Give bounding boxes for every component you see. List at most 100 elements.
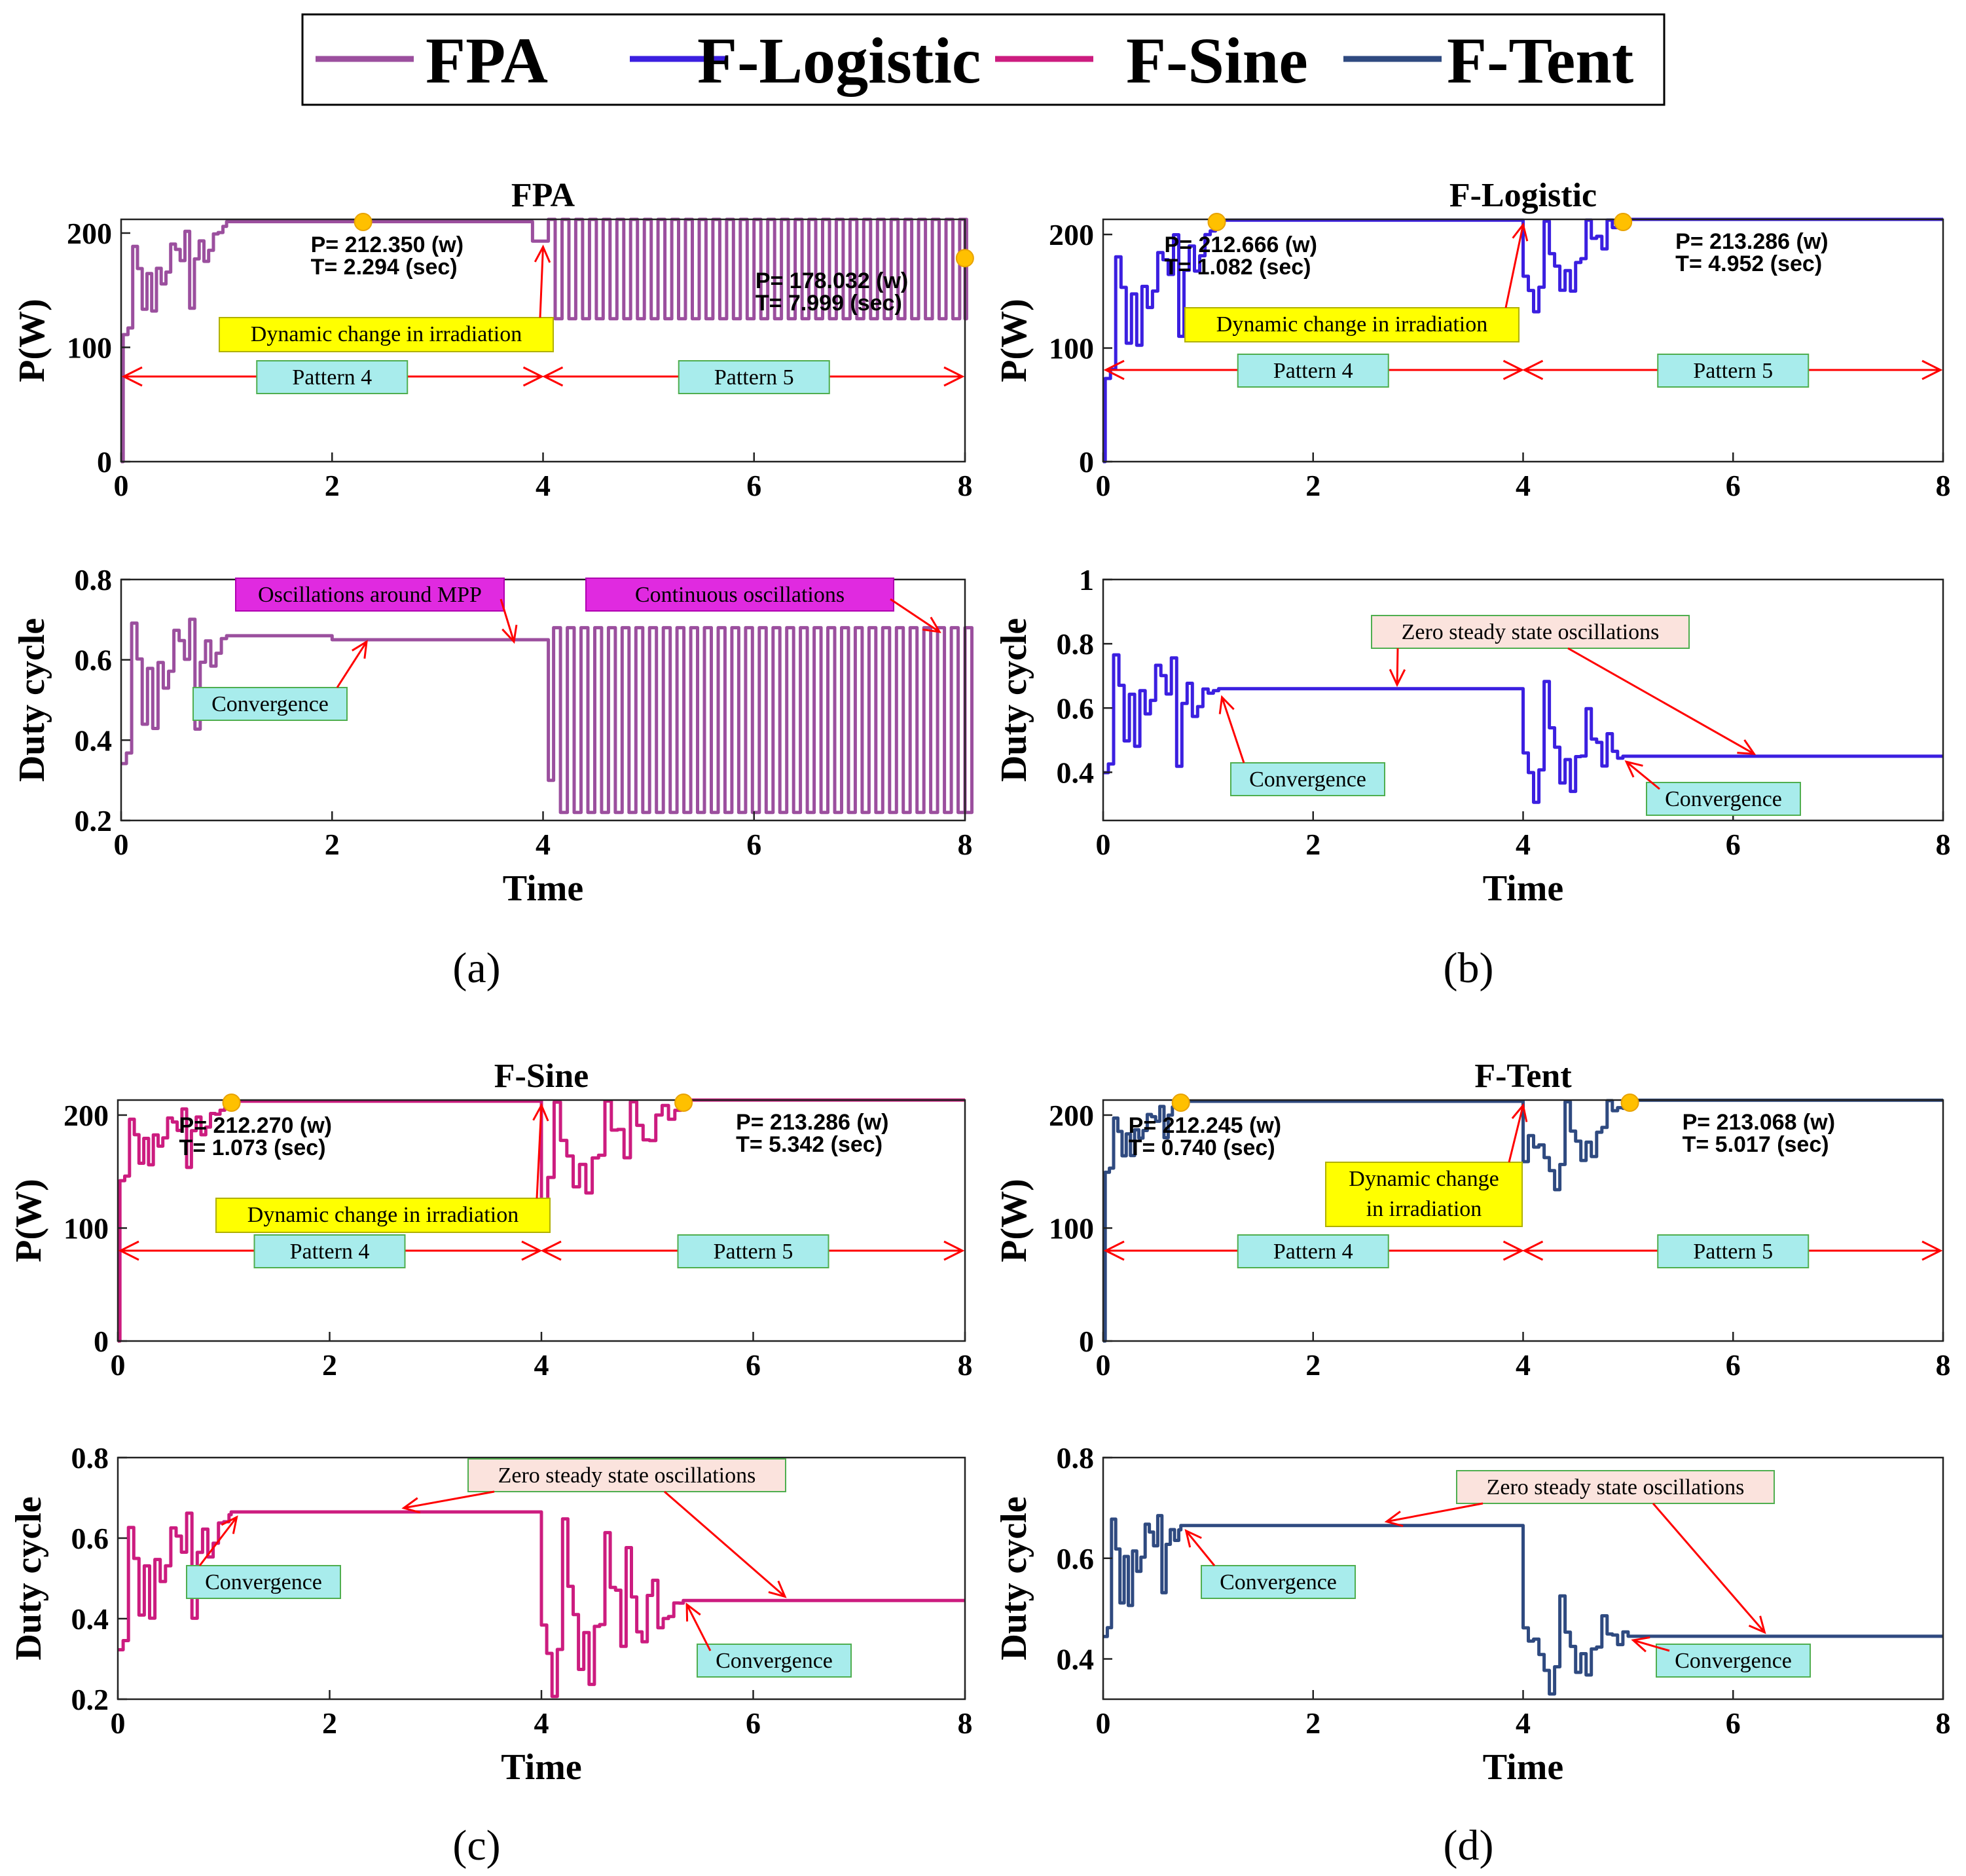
- convergence-note-1-bg: [1201, 1565, 1356, 1599]
- pattern5-label: Pattern 5: [677, 1234, 829, 1268]
- pattern4-label-text: Pattern 4: [292, 365, 372, 390]
- dynamic-change-note: Dynamic change in irradiation: [1325, 1162, 1523, 1227]
- dynamic-change-note-bg: [1325, 1162, 1523, 1227]
- plot-title: F-Logistic: [1449, 177, 1597, 214]
- pattern5-span-head-left: [1522, 1240, 1544, 1261]
- osc-mpp-note: Oscillations around MPP: [235, 578, 505, 612]
- convergence-note-1-text: Convergence: [1220, 1570, 1337, 1594]
- y-tick-label: 0: [1079, 445, 1094, 479]
- y-tick-label: 200: [64, 1099, 109, 1132]
- pattern4-label-text: Pattern 4: [290, 1240, 370, 1264]
- zero-ss-arrow-2: [664, 1490, 787, 1598]
- legend-item-f-sine: F-Sine: [995, 24, 1308, 97]
- y-tick-label: 0.2: [71, 1683, 109, 1716]
- x-tick-label: 2: [322, 1706, 337, 1740]
- convergence-note-2-bg: [1646, 782, 1801, 816]
- legend: FPA F-Logistic F-Sine F-Tent: [301, 13, 1666, 106]
- dynamic-change-note: Dynamic change in irradiation: [215, 1198, 551, 1233]
- convergence-note-bg: [192, 687, 348, 721]
- x-tick-label: 4: [534, 1706, 549, 1740]
- x-tick-label: 4: [1516, 828, 1531, 861]
- x-tick-label: 8: [1936, 828, 1951, 861]
- zero-ss-osc-note-text: Zero steady state oscillations: [498, 1463, 756, 1488]
- legend-label: F-Sine: [1126, 24, 1308, 97]
- pattern5-label-text: Pattern 5: [714, 1240, 793, 1264]
- pattern5-span-head-right: [943, 366, 965, 387]
- x-axis-label: Time: [1483, 868, 1563, 909]
- continuous-osc-note: Continuous oscillations: [585, 578, 894, 612]
- legend-label: FPA: [426, 24, 548, 97]
- panel-caption: (c): [452, 1822, 500, 1869]
- duty-series-line: [1103, 1514, 1943, 1696]
- x-tick-label: 2: [325, 828, 340, 861]
- pattern5-label: Pattern 5: [678, 360, 830, 394]
- x-tick-label: 2: [325, 469, 340, 502]
- y-tick-label: 1: [1079, 563, 1094, 597]
- y-tick-label: 0.4: [75, 724, 113, 757]
- x-tick-label: 8: [958, 1706, 973, 1740]
- zero-ss-osc-note-text: Zero steady state oscillations: [1487, 1475, 1745, 1499]
- x-tick-label: 8: [958, 828, 973, 861]
- converged-marker: [674, 1094, 693, 1112]
- convergence-note-1: Convergence: [1230, 762, 1385, 796]
- pattern5-span-head-right: [943, 1240, 965, 1261]
- osc-mpp-note-bg: [235, 578, 505, 612]
- x-tick-label: 0: [114, 469, 129, 502]
- convergence-note-2: Convergence: [1656, 1644, 1811, 1678]
- plot-title: F-Sine: [494, 1058, 589, 1095]
- converged-marker: [1614, 213, 1633, 231]
- converged-marker: [222, 1094, 241, 1112]
- time-value-label: T= 4.952 (sec): [1675, 251, 1822, 276]
- y-tick-label: 0.6: [1057, 1542, 1095, 1575]
- duty-series-line: [1103, 653, 1943, 804]
- x-tick-label: 4: [536, 469, 551, 502]
- pattern4-span-head-right: [1502, 1240, 1524, 1261]
- y-tick-label: 100: [1049, 1211, 1094, 1245]
- pattern4-label: Pattern 4: [1237, 354, 1389, 388]
- zero-ss-arrow-1: [401, 1490, 495, 1514]
- zero-ss-arrow-2: [1567, 647, 1757, 756]
- y-tick-label: 0.4: [71, 1602, 109, 1636]
- power-value-label: P= 213.286 (w): [736, 1110, 888, 1135]
- zero-ss-osc-note-bg: [467, 1458, 786, 1492]
- zero-ss-osc-note: Zero steady state oscillations: [1371, 615, 1690, 649]
- zero-ss-arrow-1: [1389, 648, 1406, 688]
- time-value-label: T= 5.017 (sec): [1683, 1132, 1829, 1157]
- dynamic-change-arrow: [532, 1103, 549, 1199]
- pattern5-label-text: Pattern 5: [1693, 1240, 1773, 1264]
- y-tick-label: 0: [1079, 1325, 1094, 1358]
- convergence-note-1: Convergence: [1201, 1565, 1356, 1599]
- y-tick-label: 0.8: [1057, 1441, 1095, 1475]
- zero-ss-osc-note: Zero steady state oscillations: [1456, 1470, 1775, 1504]
- power-value-label: P= 212.245 (w): [1129, 1113, 1281, 1138]
- convergence-note-2-bg: [697, 1644, 852, 1678]
- x-tick-label: 8: [958, 469, 973, 502]
- pattern5-label-text: Pattern 5: [714, 365, 794, 390]
- convergence-arrow-1: [1218, 695, 1245, 763]
- time-value-label: T= 7.999 (sec): [755, 291, 902, 316]
- y-tick-label: 0.8: [1057, 627, 1095, 661]
- time-value-label: T= 1.073 (sec): [179, 1135, 326, 1160]
- convergence-note-2-text: Convergence: [1665, 787, 1782, 811]
- y-axis-label: Duty cycle: [9, 1496, 49, 1660]
- power-series-line: [1103, 1098, 1943, 1343]
- power-axes-d: 0 2 4 6 8 0 100 200 P(W) F-Tent P= 212.245 (w)T= 0…: [994, 1058, 1951, 1382]
- convergence-note-1-bg: [186, 1565, 341, 1599]
- convergence-arrow-1: [1184, 1529, 1216, 1566]
- convergence-note-1-text: Convergence: [205, 1570, 322, 1594]
- legend-label: F-Logistic: [697, 24, 981, 97]
- pattern5-label-bg: [1657, 354, 1810, 388]
- convergence-arrow-2: [1631, 1636, 1670, 1653]
- pattern4-label-bg: [256, 360, 409, 394]
- osc-mpp-note-text: Oscillations around MPP: [258, 583, 482, 607]
- dynamic-change-arrow: [534, 244, 551, 318]
- pattern5-span-head-left: [540, 1240, 562, 1261]
- y-axis-label: Duty cycle: [994, 618, 1034, 782]
- dynamic-change-arrow: [1508, 1103, 1528, 1163]
- convergence-note-1: Convergence: [186, 1565, 341, 1599]
- x-tick-label: 2: [1305, 1348, 1320, 1382]
- y-tick-label: 200: [67, 217, 112, 250]
- pattern5-span-head-left: [542, 366, 564, 387]
- x-tick-label: 8: [1936, 1348, 1951, 1382]
